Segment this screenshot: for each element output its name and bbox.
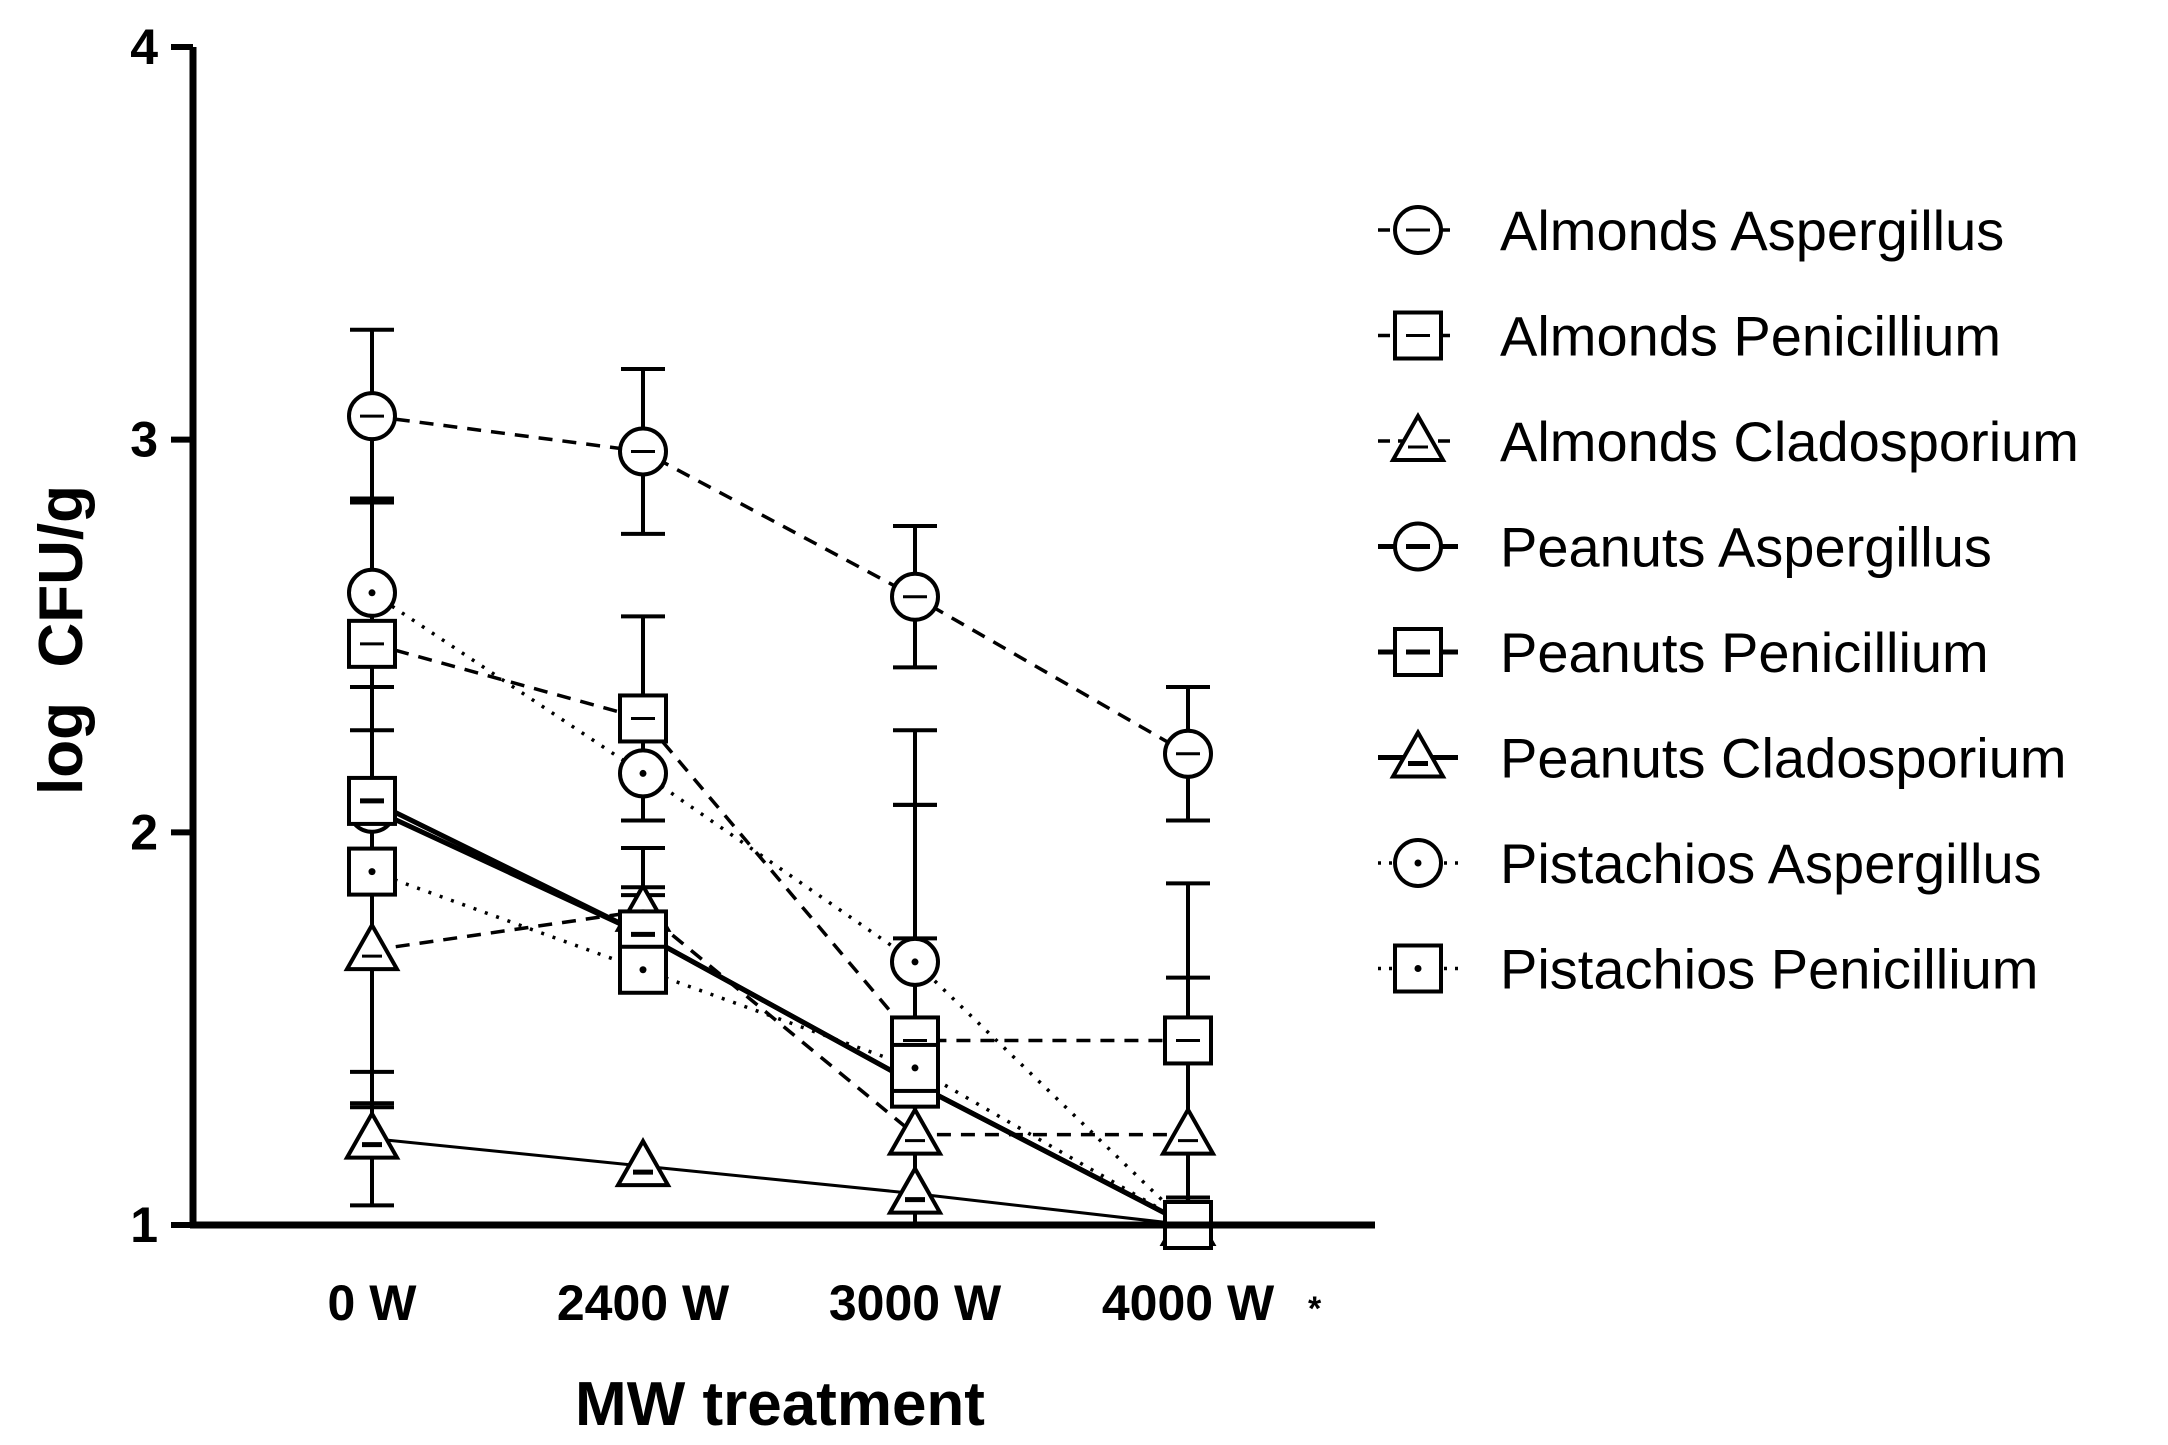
y-axis: 1 2 3 4 xyxy=(130,19,197,1253)
y-axis-title: log CFU/g xyxy=(27,485,96,795)
x-annotation-asterisk: * xyxy=(1308,1290,1322,1328)
data-point xyxy=(1163,1015,1213,1066)
data-point xyxy=(347,567,397,618)
x-tick-label: 4000 W xyxy=(1102,1275,1275,1331)
series-line-5 xyxy=(370,798,1190,1228)
y-tick-label: 4 xyxy=(130,19,158,75)
legend-item: Almonds Aspergillus xyxy=(1378,199,2004,262)
data-point xyxy=(618,693,668,744)
series-line-8 xyxy=(371,869,1189,1227)
data-point xyxy=(614,1137,672,1188)
legend-marker xyxy=(1389,728,1447,779)
series-line-1 xyxy=(371,414,1189,756)
legend-item: Peanuts Cladosporium xyxy=(1378,727,2067,790)
legend-marker xyxy=(1393,205,1443,255)
data-point xyxy=(890,571,940,622)
data-point xyxy=(886,1105,944,1156)
legend-item: Almonds Penicillium xyxy=(1378,305,2001,368)
series-line-7 xyxy=(371,591,1190,1227)
data-point xyxy=(886,1164,944,1215)
legend-item: Peanuts Aspergillus xyxy=(1378,516,1992,579)
x-tick-label: 2400 W xyxy=(557,1275,730,1331)
data-point xyxy=(1163,728,1213,779)
data-point xyxy=(618,944,668,995)
x-axis: 0 W 2400 W 3000 W 4000 W * xyxy=(190,1221,1375,1331)
y-tick-label: 2 xyxy=(130,804,158,860)
legend-label: Almonds Penicillium xyxy=(1500,305,2001,368)
legend-label: Pistachios Penicillium xyxy=(1500,938,2038,1001)
x-axis-title: MW treatment xyxy=(575,1370,985,1439)
legend-item: Almonds Cladosporium xyxy=(1378,410,2079,473)
data-point xyxy=(618,426,668,477)
data-point xyxy=(347,391,397,442)
legend-label: Almonds Aspergillus xyxy=(1500,199,2004,262)
data-point xyxy=(343,921,401,972)
legend-label: Almonds Cladosporium xyxy=(1500,410,2079,473)
data-point xyxy=(347,775,397,826)
error-bar xyxy=(1166,975,1210,1227)
data-point xyxy=(347,618,397,669)
y-tick-label: 3 xyxy=(130,412,158,468)
x-tick-label: 3000 W xyxy=(829,1275,1002,1331)
legend-item: Peanuts Penicillium xyxy=(1378,621,1989,684)
legend-label: Peanuts Aspergillus xyxy=(1500,516,1992,579)
legend-label: Peanuts Cladosporium xyxy=(1500,727,2067,790)
legend-item: Pistachios Penicillium xyxy=(1378,938,2038,1001)
legend-marker xyxy=(1393,943,1443,994)
plot-area xyxy=(343,327,1217,1250)
legend-label: Pistachios Aspergillus xyxy=(1500,832,2042,895)
data-point xyxy=(1159,1105,1217,1156)
legend-marker xyxy=(1393,838,1443,888)
legend-marker xyxy=(1393,310,1443,361)
y-tick-label: 1 xyxy=(130,1197,158,1253)
legend-item: Pistachios Aspergillus xyxy=(1378,832,2042,895)
series-line-6 xyxy=(371,1137,1189,1227)
data-point xyxy=(347,846,397,897)
legend-label: Peanuts Penicillium xyxy=(1500,621,1989,684)
legend-marker xyxy=(1393,627,1443,677)
series-line-2 xyxy=(371,642,1188,1043)
x-tick-label: 0 W xyxy=(328,1275,418,1331)
series-line-3 xyxy=(371,909,1188,1137)
legend-marker xyxy=(1389,411,1447,462)
legend: Almonds Aspergillus Almonds Penicillium Al… xyxy=(1378,199,2079,1001)
data-point xyxy=(890,1042,940,1093)
data-point xyxy=(618,748,668,799)
legend-marker xyxy=(1393,521,1443,572)
data-point xyxy=(343,1109,401,1160)
data-point xyxy=(890,936,940,987)
